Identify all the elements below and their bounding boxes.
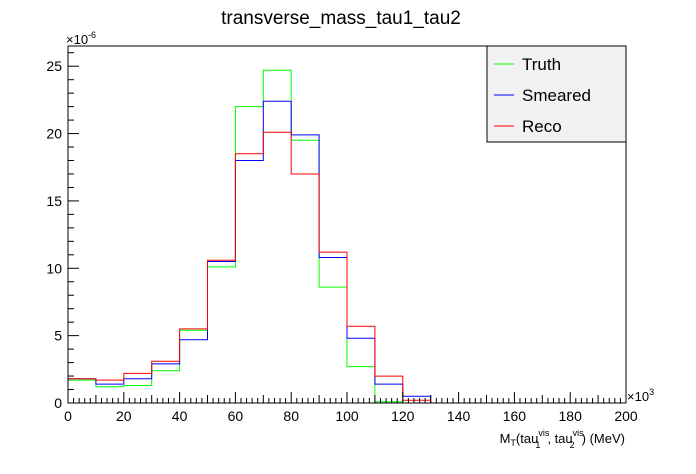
x-label-mid: , tau xyxy=(547,431,572,446)
x-tick-label: 100 xyxy=(335,408,359,424)
y-tick-label: 25 xyxy=(46,58,62,74)
legend: Truth Smeared Reco xyxy=(486,45,627,143)
chart-title: transverse_mass_tau1_tau2 xyxy=(221,8,461,29)
x-axis: 0 20 40 60 80 100 120 140 160 180 200 xyxy=(64,392,638,424)
x-axis-multiplier: ×103 xyxy=(627,387,654,404)
x-label-open: (tau xyxy=(516,431,538,446)
x-tick-label: 180 xyxy=(559,408,583,424)
x-multiplier-base: ×10 xyxy=(627,389,649,404)
y-tick-label: 10 xyxy=(46,260,62,276)
y-axis-multiplier: ×10-6 xyxy=(66,30,96,47)
x-label-sub1: 1 xyxy=(535,440,540,450)
x-axis-label: MT(tauvis 1, tauvis 2) (MeV) xyxy=(500,428,625,450)
legend-entries: Truth Smeared Reco xyxy=(494,55,591,136)
y-multiplier-exponent: -6 xyxy=(88,30,96,40)
x-tick-label: 160 xyxy=(503,408,527,424)
x-tick-label: 120 xyxy=(391,408,415,424)
y-tick-label: 5 xyxy=(54,328,62,344)
x-label-sub2: 2 xyxy=(570,440,575,450)
y-tick-label: 20 xyxy=(46,126,62,142)
legend-label-smeared: Smeared xyxy=(522,86,591,105)
y-tick-label: 15 xyxy=(46,193,62,209)
y-multiplier-base: ×10 xyxy=(66,32,88,47)
x-tick-label: 60 xyxy=(228,408,244,424)
x-label-prefix: M xyxy=(500,431,511,446)
x-label-prefix-sub: T xyxy=(510,438,516,448)
x-label-close: ) (MeV) xyxy=(582,431,625,446)
x-tick-label: 0 xyxy=(64,408,72,424)
x-label-sup1: vis xyxy=(538,428,549,438)
legend-label-truth: Truth xyxy=(522,55,561,74)
x-label-sup2: vis xyxy=(573,428,584,438)
x-tick-label: 40 xyxy=(172,408,188,424)
x-tick-label: 80 xyxy=(283,408,299,424)
x-tick-label: 140 xyxy=(447,408,471,424)
x-tick-label: 200 xyxy=(614,408,638,424)
legend-label-reco: Reco xyxy=(522,117,562,136)
x-multiplier-exponent: 3 xyxy=(649,387,654,397)
y-axis: 0 5 10 15 20 25 xyxy=(46,52,79,411)
x-tick-label: 20 xyxy=(116,408,132,424)
y-tick-label: 0 xyxy=(54,395,62,411)
